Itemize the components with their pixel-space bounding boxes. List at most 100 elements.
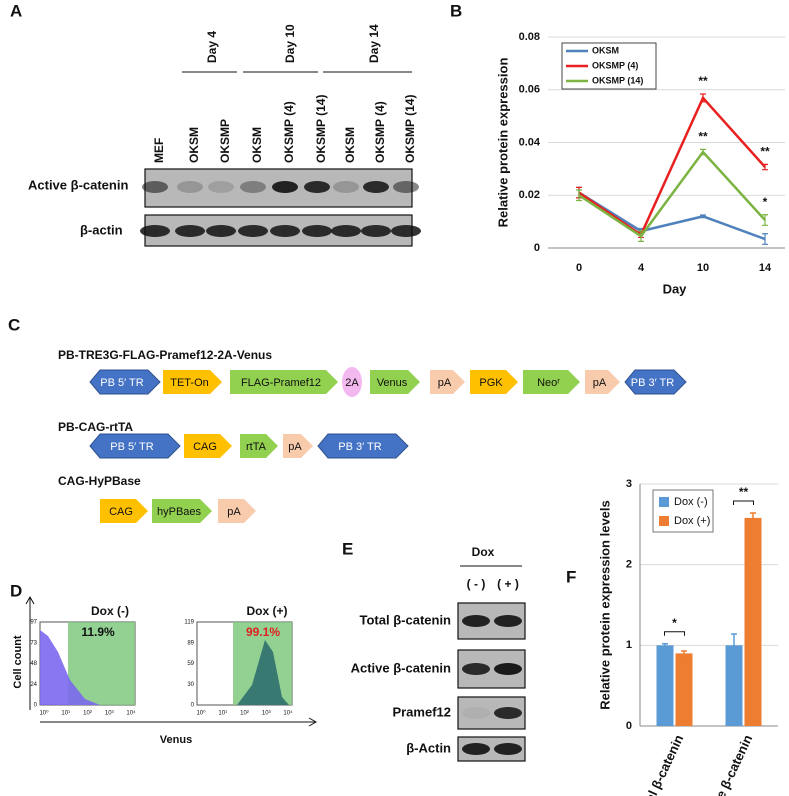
y-tick-label: 0 <box>191 703 195 709</box>
error-bar <box>762 163 768 171</box>
legend-swatch <box>659 497 669 507</box>
annotation: * <box>763 195 768 209</box>
annotation: ** <box>760 145 770 159</box>
y-tick-label: 0.04 <box>519 136 541 148</box>
y-tick-label: 0 <box>34 703 38 709</box>
annotation: * <box>672 616 677 630</box>
x-tick-label: Active β-catenin <box>699 732 755 796</box>
error-bar <box>731 633 737 658</box>
lane-label: OKSMP <box>218 119 232 163</box>
error-bar <box>700 93 706 103</box>
legend-label: Dox (-) <box>674 496 708 508</box>
y-tick-label: 97 <box>30 620 37 626</box>
y-tick-label: 89 <box>187 640 194 646</box>
group-label: Day 4 <box>205 31 219 63</box>
y-axis-label: Relative protein expression <box>495 58 510 228</box>
series-line <box>578 95 766 237</box>
x-tick-label: 4 <box>638 262 645 274</box>
band <box>140 225 170 237</box>
element-label: PB 5′ TR <box>110 441 153 453</box>
element-shape <box>184 434 232 458</box>
element-label: PB 5′ TR <box>100 377 143 389</box>
column-label: ( + ) <box>497 577 519 591</box>
y-tick-label: 24 <box>30 682 37 688</box>
element-label: pA <box>227 506 241 518</box>
axis-arrow <box>25 595 35 710</box>
band <box>270 225 300 237</box>
error-bar <box>700 148 706 156</box>
construct-name: PB-TRE3G-FLAG-Pramef12-2A-Venus <box>58 348 272 362</box>
element-label: PGK <box>479 377 503 389</box>
y-tick-label: 0 <box>534 242 540 254</box>
element-label: TET-On <box>170 377 209 389</box>
bar <box>744 517 762 726</box>
axis-arrow <box>40 717 318 727</box>
element-shape <box>230 370 338 394</box>
band <box>240 181 266 193</box>
element-shape <box>89 433 181 459</box>
bracket <box>733 500 754 506</box>
lane-label: OKSM <box>187 127 201 163</box>
row-label: β-actin <box>80 222 123 237</box>
element-label: CAG <box>109 506 133 518</box>
band <box>462 663 490 675</box>
band <box>363 181 389 193</box>
element-shape <box>100 499 148 523</box>
element-shape <box>470 370 518 394</box>
y-tick-label: 0.08 <box>519 31 540 43</box>
bracket <box>664 631 685 636</box>
row-label: Active β-catenin <box>28 177 128 192</box>
band <box>331 225 361 237</box>
legend-label: OKSM <box>592 45 619 55</box>
gate <box>68 622 135 705</box>
element-label: pA <box>288 441 302 453</box>
band <box>238 225 268 237</box>
element-shape <box>585 370 620 394</box>
lane-label: OKSMP (14) <box>403 95 417 163</box>
band <box>177 181 203 193</box>
element-shape <box>624 369 687 395</box>
column-header: Dox <box>472 545 495 559</box>
error-bar <box>681 650 687 657</box>
panel-letter: B <box>450 1 462 20</box>
x-tick-label: 10¹ <box>218 711 227 717</box>
x-tick-label: 10⁴ <box>126 710 136 717</box>
band <box>494 707 522 719</box>
band <box>494 743 522 755</box>
lane-label: OKSM <box>250 127 264 163</box>
x-tick-label: 10⁰ <box>39 710 49 717</box>
percent-label: 99.1% <box>246 625 280 639</box>
element-shape <box>370 370 420 394</box>
element-label: 2A <box>345 377 359 389</box>
band <box>302 225 332 237</box>
x-tick-label: 0 <box>576 262 582 274</box>
x-tick-label: 10 <box>697 262 709 274</box>
construct-name: PB-CAG-rtTA <box>58 420 133 434</box>
element-label: rtTA <box>246 441 267 453</box>
legend-label: OKSMP (14) <box>592 75 643 85</box>
element-shape <box>152 499 212 523</box>
error-bar <box>762 233 768 245</box>
band <box>175 225 205 237</box>
group-label: Day 14 <box>367 24 381 63</box>
y-axis-label: Relative protein expression levels <box>597 500 612 710</box>
panel-letter: F <box>566 567 576 586</box>
error-bar <box>762 214 768 226</box>
error-bar <box>638 230 644 243</box>
element-label: pA <box>438 377 452 389</box>
row-label: Pramef12 <box>392 704 451 719</box>
y-tick-label: 59 <box>187 661 194 667</box>
x-axis-label: Venus <box>160 734 192 746</box>
row-label: Total β-catenin <box>360 612 452 627</box>
element-shape <box>430 370 465 394</box>
panel-letter: A <box>10 1 22 20</box>
element-label: PB 3′ TR <box>338 441 381 453</box>
element-label: Venus <box>377 377 408 389</box>
series-line <box>578 150 766 238</box>
lane-label: OKSMP (4) <box>373 101 387 163</box>
x-tick-label: Total β-catenin <box>634 732 686 796</box>
y-tick-label: 48 <box>30 661 37 667</box>
band <box>208 181 234 193</box>
